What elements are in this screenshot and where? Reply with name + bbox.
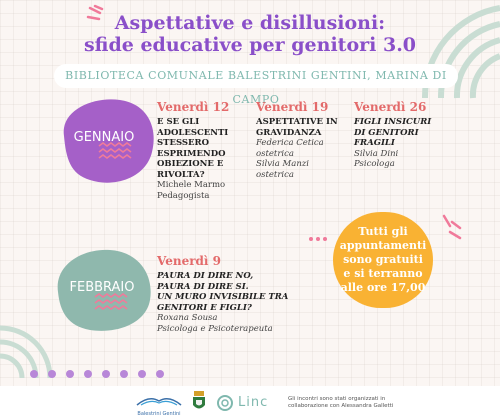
event-title: E SE GLI ADOLESCENTI STESSERO ESPRIMENDO… xyxy=(157,117,229,180)
library-logo-icon: Balestrini Gentini xyxy=(131,392,187,417)
event-jan-26: Venerdì 26 FIGLI INSICURI DI GENITORI FR… xyxy=(354,100,454,170)
event-day: Venerdì 9 xyxy=(157,254,222,268)
event-title: PAURA DI DIRE NO, PAURA DI DIRE SI. UN M… xyxy=(157,271,289,313)
venue-banner: BIBLIOTECA COMUNALE BALESTRINI GENTINI, … xyxy=(54,64,458,106)
sparkle-lines-icon xyxy=(86,4,104,21)
event-speaker: Michele Marmo Pedagogista xyxy=(157,180,226,201)
event-speaker: Roxana Sousa Psicologa e Psicoterapeuta xyxy=(157,313,273,334)
linc-logo-icon xyxy=(217,395,233,411)
wavy-lines-icon xyxy=(94,293,128,310)
event-day: Venerdì 19 xyxy=(256,100,329,114)
wavy-lines-icon xyxy=(98,142,132,159)
event-day: Venerdì 26 xyxy=(354,100,427,114)
event-title: ASPETTATIVE IN GRAVIDANZA xyxy=(256,117,338,138)
info-badge: Tutti gli appuntamenti sono gratuiti e s… xyxy=(333,212,433,308)
month-blob-january xyxy=(63,99,154,183)
event-day: Venerdì 12 xyxy=(157,100,230,114)
page-subtitle: sfide educative per genitori 3.0 xyxy=(83,34,417,56)
month-label-february: FEBBRAIO xyxy=(69,280,135,295)
dots-row-icon xyxy=(309,237,327,241)
event-speaker: Federica Cetica ostetrica Silvia Manzi o… xyxy=(256,138,324,180)
dots-row-icon xyxy=(30,370,164,378)
linc-logo-text: Linc xyxy=(238,395,269,410)
event-jan-19: Venerdì 19 ASPETTATIVE IN GRAVIDANZA Fed… xyxy=(256,100,351,180)
event-speaker: Silvia Dini Psicologa xyxy=(354,148,399,170)
footer-note: Gli incontri sono stati organizzati in c… xyxy=(288,396,394,409)
municipal-crest-icon xyxy=(193,391,205,409)
sparkle-lines-icon xyxy=(442,214,462,240)
month-label-january: GENNAIO xyxy=(73,130,135,145)
library-logo-icon xyxy=(136,398,182,406)
month-blob-february xyxy=(57,249,151,331)
event-jan-12: Venerdì 12 E SE GLI ADOLESCENTI STESSERO… xyxy=(157,100,252,201)
page-title: Aspettative e disillusioni: xyxy=(114,12,386,34)
footer-bar xyxy=(0,386,500,419)
event-title: FIGLI INSICURI DI GENITORI FRAGILI xyxy=(354,117,432,148)
event-feb-9: Venerdì 9 PAURA DI DIRE NO, PAURA DI DIR… xyxy=(157,254,317,334)
